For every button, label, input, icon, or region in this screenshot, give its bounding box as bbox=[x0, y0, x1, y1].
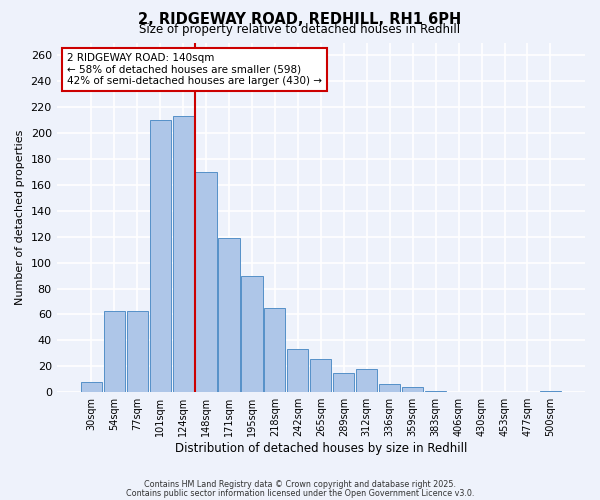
Bar bbox=[241, 276, 263, 392]
Text: Size of property relative to detached houses in Redhill: Size of property relative to detached ho… bbox=[139, 22, 461, 36]
Bar bbox=[402, 387, 423, 392]
Bar bbox=[127, 310, 148, 392]
Bar bbox=[287, 350, 308, 392]
Text: Contains public sector information licensed under the Open Government Licence v3: Contains public sector information licen… bbox=[126, 489, 474, 498]
Bar bbox=[356, 369, 377, 392]
Bar bbox=[425, 391, 446, 392]
Text: Contains HM Land Registry data © Crown copyright and database right 2025.: Contains HM Land Registry data © Crown c… bbox=[144, 480, 456, 489]
Bar bbox=[173, 116, 194, 392]
Bar bbox=[149, 120, 170, 392]
X-axis label: Distribution of detached houses by size in Redhill: Distribution of detached houses by size … bbox=[175, 442, 467, 455]
Bar bbox=[540, 391, 561, 392]
Bar bbox=[310, 358, 331, 392]
Bar bbox=[379, 384, 400, 392]
Bar bbox=[104, 310, 125, 392]
Bar bbox=[196, 172, 217, 392]
Y-axis label: Number of detached properties: Number of detached properties bbox=[15, 130, 25, 305]
Text: 2, RIDGEWAY ROAD, REDHILL, RH1 6PH: 2, RIDGEWAY ROAD, REDHILL, RH1 6PH bbox=[139, 12, 461, 28]
Bar bbox=[265, 308, 286, 392]
Text: 2 RIDGEWAY ROAD: 140sqm
← 58% of detached houses are smaller (598)
42% of semi-d: 2 RIDGEWAY ROAD: 140sqm ← 58% of detache… bbox=[67, 53, 322, 86]
Bar bbox=[218, 238, 239, 392]
Bar bbox=[80, 382, 102, 392]
Bar bbox=[333, 373, 355, 392]
